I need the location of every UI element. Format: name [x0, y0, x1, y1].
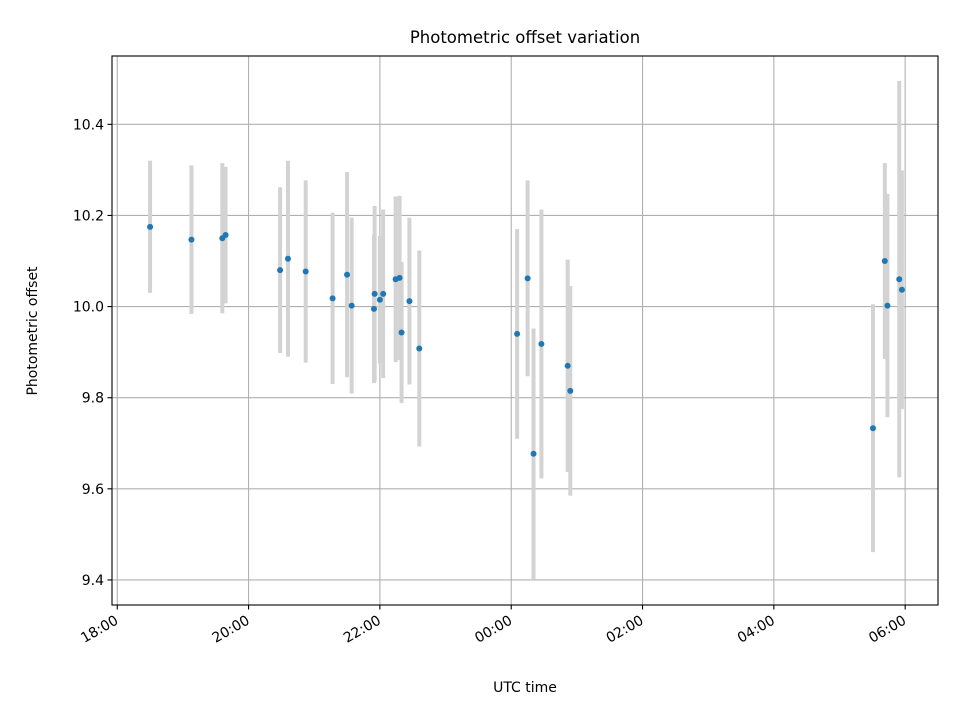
- data-point: [538, 340, 545, 347]
- data-point: [869, 425, 876, 432]
- y-tick-label: 9.6: [82, 482, 104, 498]
- data-point: [398, 329, 405, 336]
- grid-layer: [112, 56, 938, 605]
- x-tick-label: 22:00: [341, 613, 384, 647]
- x-axis-label: UTC time: [493, 680, 557, 696]
- y-tick-label: 9.4: [82, 573, 104, 589]
- data-point: [881, 258, 888, 265]
- x-tick-label: 00:00: [472, 613, 515, 647]
- errorbar-layer: [148, 81, 904, 580]
- data-point: [344, 271, 351, 278]
- y-tick-label: 9.8: [82, 391, 104, 407]
- data-point: [329, 295, 336, 302]
- data-point: [567, 387, 574, 394]
- x-tick-label: 18:00: [78, 613, 121, 647]
- y-axis: 9.4 9.6 9.8 10.0 10.2 10.4: [73, 117, 112, 589]
- y-tick-label: 10.4: [73, 117, 104, 133]
- x-tick-label: 04:00: [735, 613, 778, 647]
- data-point: [406, 298, 413, 305]
- data-point: [524, 275, 531, 282]
- data-point: [370, 305, 377, 312]
- data-point: [376, 296, 383, 303]
- chart-title: Photometric offset variation: [410, 28, 640, 47]
- data-point: [896, 276, 903, 283]
- data-point: [371, 290, 378, 297]
- data-point: [277, 267, 284, 274]
- data-point: [898, 286, 905, 293]
- x-tick-label: 02:00: [604, 613, 647, 647]
- data-point: [396, 274, 403, 281]
- data-point: [348, 302, 355, 309]
- data-point: [222, 232, 229, 239]
- data-point: [188, 236, 195, 243]
- x-tick-label: 06:00: [866, 613, 909, 647]
- data-point: [147, 223, 154, 230]
- data-point: [416, 345, 423, 352]
- data-point: [284, 255, 291, 262]
- data-point: [302, 268, 309, 275]
- data-point: [564, 362, 571, 369]
- y-axis-label: Photometric offset: [25, 266, 41, 396]
- data-point: [514, 330, 521, 337]
- data-point: [884, 302, 891, 309]
- x-tick-label: 20:00: [210, 613, 253, 647]
- y-tick-label: 10.0: [73, 300, 104, 316]
- data-point: [380, 290, 387, 297]
- x-axis: 18:00 20:00 22:00 00:00 02:00 04:00 06:00: [78, 605, 909, 647]
- data-point: [530, 450, 537, 457]
- point-layer: [147, 223, 905, 457]
- y-tick-label: 10.2: [73, 208, 104, 224]
- plot-frame: [111, 55, 939, 606]
